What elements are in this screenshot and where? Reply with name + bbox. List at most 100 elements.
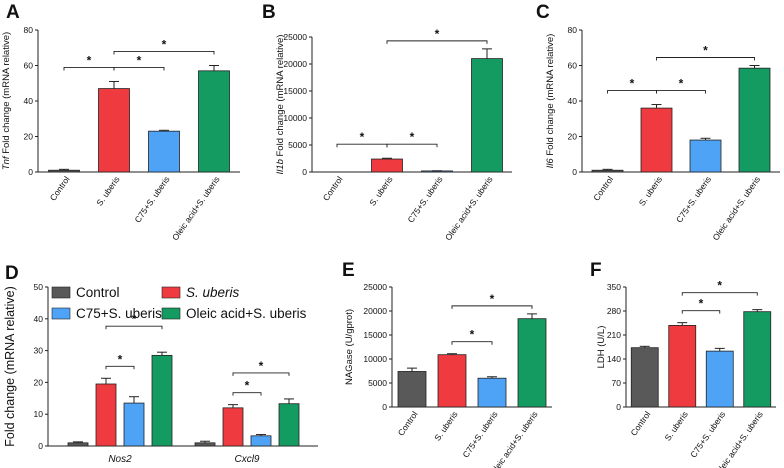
y-tick-label-E: 25000 [363,282,387,292]
y-tick-label-C: 0 [572,167,577,177]
significance-bracket-B [386,40,488,44]
y-tick-label-B: 20000 [283,59,307,69]
significance-label-F: * [699,297,704,311]
y-tick-label-B: 25000 [283,32,307,42]
x-group-label-D: Cxcl9 [234,454,259,465]
y-tick-label-B: 0 [302,167,307,177]
bar-E-0 [397,371,427,408]
legend-swatch-2 [51,307,71,320]
bar-A-1 [98,88,130,173]
x-tick-label-B: S. uberis [367,174,394,207]
significance-label-A: * [137,53,142,67]
y-tick-label-D: 20 [34,377,44,387]
significance-label-B: * [360,130,365,144]
x-tick-label-C: S. uberis [637,174,664,207]
y-tick-label-A: 20 [24,132,34,142]
significance-label-B: * [435,27,440,41]
x-tick-label-A: Oleic acid+S. uberis [170,174,222,242]
y-tick-label-C: 40 [568,96,578,106]
y-axis-label-D: Fold change (mRNA relative) [3,286,17,446]
x-tick-label-C: Oleic acid+S. uberis [710,174,762,242]
x-tick-label-E: S. uberis [432,409,459,442]
y-tick-label-F: 0 [616,402,621,412]
bar-D-0-0 [67,442,89,447]
significance-bracket-C [656,90,706,94]
y-tick-label-E: 5000 [368,378,387,388]
x-tick-label-A: S. uberis [94,174,121,207]
bar-F-2 [705,350,734,408]
x-tick-label-B: C75+S. uberis [405,174,444,224]
x-tick-label-C: Control [591,174,615,202]
significance-bracket-F [681,310,721,314]
bar-E-1 [437,354,467,408]
x-tick-label-B: Oleic acid+S. uberis [443,174,495,242]
bar-C-1 [640,107,673,173]
y-tick-label-D: 0 [38,441,43,451]
bar-E-3 [517,318,547,408]
y-tick-label-A: 0 [28,167,33,177]
bar-A-0 [48,169,80,173]
legend-swatch-3 [161,307,181,320]
bar-F-1 [668,324,697,408]
bar-D-0-1 [95,383,117,447]
bar-A-3 [198,70,230,173]
significance-bracket-F [681,292,758,296]
x-tick-label-E: Control [396,409,420,437]
y-tick-label-A: 40 [24,96,34,106]
significance-bracket-A [113,67,165,71]
y-tick-label-B: 15000 [283,86,307,96]
y-tick-label-B: 10000 [283,113,307,123]
x-tick-label-A: C75+S. uberis [132,174,171,224]
significance-label-D: * [118,352,123,366]
y-axis-label-B: Il1b Fold change (mRNA relative) [275,35,286,175]
bar-D-1-1 [222,407,244,447]
significance-label-D: * [259,359,264,373]
bar-D-0-2 [123,402,145,447]
y-axis-label-F: LDH (U/L) [596,326,607,369]
bar-C-2 [689,139,722,173]
significance-label-A: * [87,53,92,67]
bar-D-0-3 [151,354,173,447]
y-tick-label-E: 15000 [363,330,387,340]
significance-bracket-A [63,67,115,71]
bar-D-1-2 [250,435,272,447]
y-tick-label-C: 80 [568,25,578,35]
y-tick-label-F: 350 [607,282,621,292]
significance-label-E: * [490,292,495,306]
bar-E-2 [477,377,507,408]
x-tick-label-A: Control [48,174,72,202]
significance-label-A: * [162,37,167,51]
significance-bracket-D [105,325,163,330]
y-axis-label-C: Il6 Fold change (mRNA relative) [545,34,556,169]
significance-label-E: * [470,328,475,342]
significance-bracket-B [336,143,388,148]
y-tick-label-E: 10000 [363,354,387,364]
bar-A-2 [148,130,180,173]
significance-bracket-A [113,51,215,55]
x-tick-label-B: Control [321,174,345,202]
bar-D-1-3 [278,403,300,447]
panel-C: C 0 20 40 60 80 Il6 Fold change (mRNA relative… [536,2,780,242]
panel-D: D 0 10 20 30 40 50 Fold change (mRNA relative) N… [3,263,318,465]
significance-bracket-C [607,90,657,94]
y-tick-label-A: 80 [24,25,34,35]
bar-C-3 [738,67,771,173]
y-tick-label-F: 140 [607,354,621,364]
x-tick-label-C: C75+S. uberis [674,174,713,224]
significance-bracket-C [656,57,755,61]
y-tick-label-F: 280 [607,306,621,316]
y-tick-label-F: 210 [607,330,621,340]
significance-bracket-E [451,305,533,309]
bar-B-1 [371,158,403,173]
legend-label-3: Oleic acid+S. uberis [186,306,307,321]
y-tick-label-D: 50 [34,282,44,292]
panel-letter-D: D [5,263,19,284]
x-tick-label-F: Control [628,409,652,437]
significance-label-F: * [717,279,722,293]
y-tick-label-C: 60 [568,61,578,71]
significance-label-C: * [703,44,708,58]
panel-A: A 0 20 40 60 80 Tnf Fold change (mRNA relative… [1,2,240,242]
bar-D-1-0 [194,442,216,447]
